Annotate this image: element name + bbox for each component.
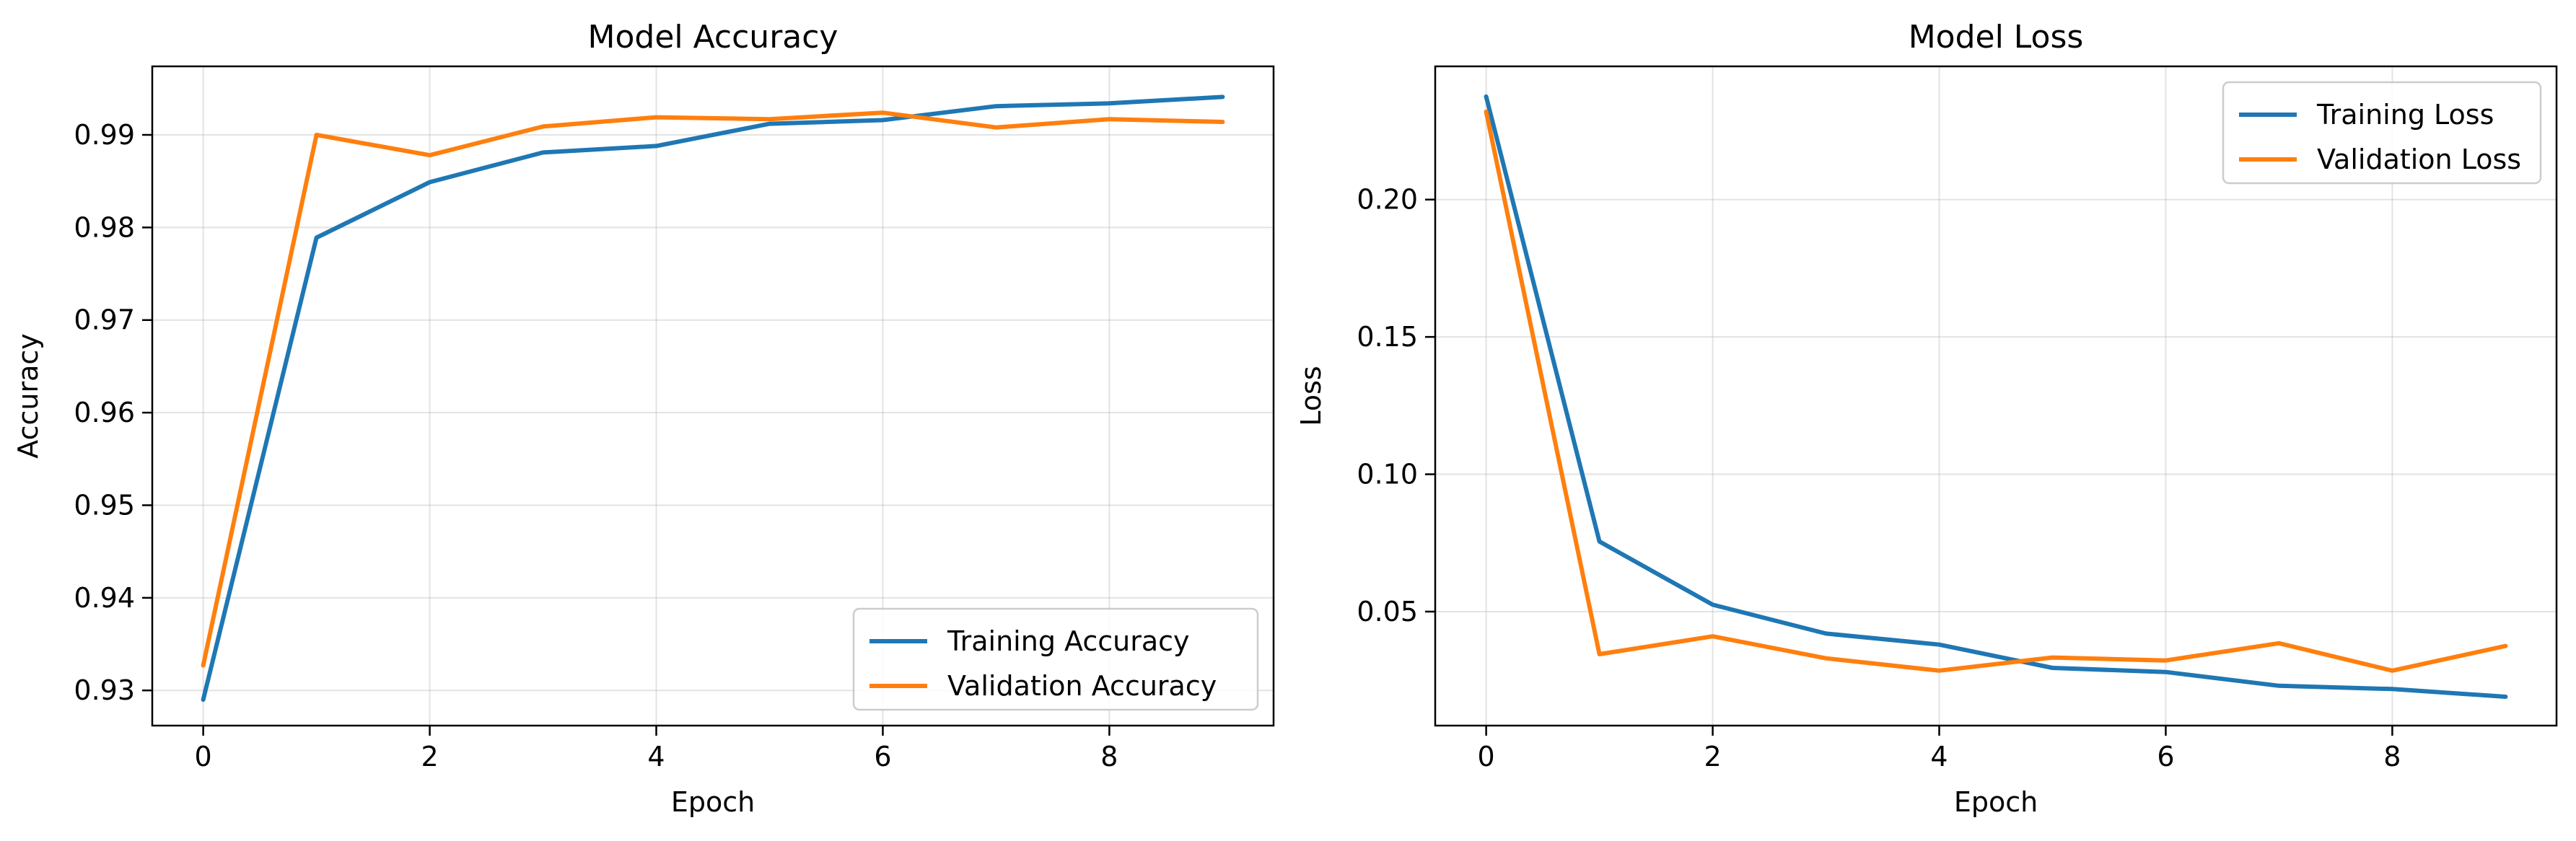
y-tick-label: 0.10 — [1357, 459, 1418, 490]
x-tick-label: 4 — [1930, 741, 1948, 772]
y-tick-label: 0.98 — [74, 211, 135, 243]
loss-chart: 0 2 4 6 8 0.05 0.10 0.15 0.20 Model Loss Epoch Loss… — [1295, 19, 2558, 818]
x-tick-label: 2 — [1704, 741, 1721, 772]
y-tick-label: 0.15 — [1357, 321, 1418, 353]
plot-frame — [151, 65, 1275, 727]
y-tick-label: 0.96 — [74, 397, 135, 428]
accuracy-chart: 0 2 4 6 8 0.93 0.94 0.95 0.96 0.97 0.98 0.99 Model A… — [12, 19, 1275, 818]
x-tick-label: 8 — [2383, 741, 2401, 772]
x-tick-label: 0 — [1478, 741, 1495, 772]
y-tick-label: 0.99 — [74, 119, 135, 151]
legend-entry: Training Accuracy — [947, 625, 1190, 657]
y-tick-label: 0.95 — [74, 489, 135, 521]
chart-title: Model Loss — [1909, 19, 2084, 56]
series-line-validation — [1484, 109, 2508, 673]
legend: Training Accuracy Validation Accuracy — [852, 607, 1259, 711]
x-tick-label: 6 — [874, 741, 891, 772]
y-tick-label: 0.05 — [1357, 596, 1418, 628]
x-tick-label: 4 — [647, 741, 665, 772]
y-tick-label: 0.20 — [1357, 184, 1418, 216]
x-tick-label: 6 — [2157, 741, 2174, 772]
legend-box — [852, 607, 1259, 711]
plot-frame — [1434, 65, 2558, 727]
chart-title: Model Accuracy — [588, 19, 838, 56]
x-tick-label: 8 — [1100, 741, 1118, 772]
x-tick-label: 0 — [195, 741, 212, 772]
legend-box — [2222, 81, 2542, 185]
legend-entry: Validation Loss — [2317, 144, 2521, 175]
legend-entry: Validation Accuracy — [947, 670, 1217, 702]
series-line-training — [1484, 94, 2508, 699]
y-axis-label: Loss — [1295, 366, 1327, 426]
series-line-validation — [201, 110, 1225, 668]
y-tick-label: 0.93 — [74, 674, 135, 706]
x-tick-label: 2 — [421, 741, 438, 772]
y-tick-label: 0.97 — [74, 304, 135, 336]
legend-entry: Training Loss — [2316, 99, 2494, 131]
series-line-training — [201, 94, 1225, 703]
x-axis-label: Epoch — [1954, 786, 2038, 818]
legend: Training Loss Validation Loss — [2222, 81, 2542, 185]
x-axis-label: Epoch — [671, 786, 755, 818]
y-tick-label: 0.94 — [74, 582, 135, 614]
y-axis-label: Accuracy — [12, 333, 44, 459]
